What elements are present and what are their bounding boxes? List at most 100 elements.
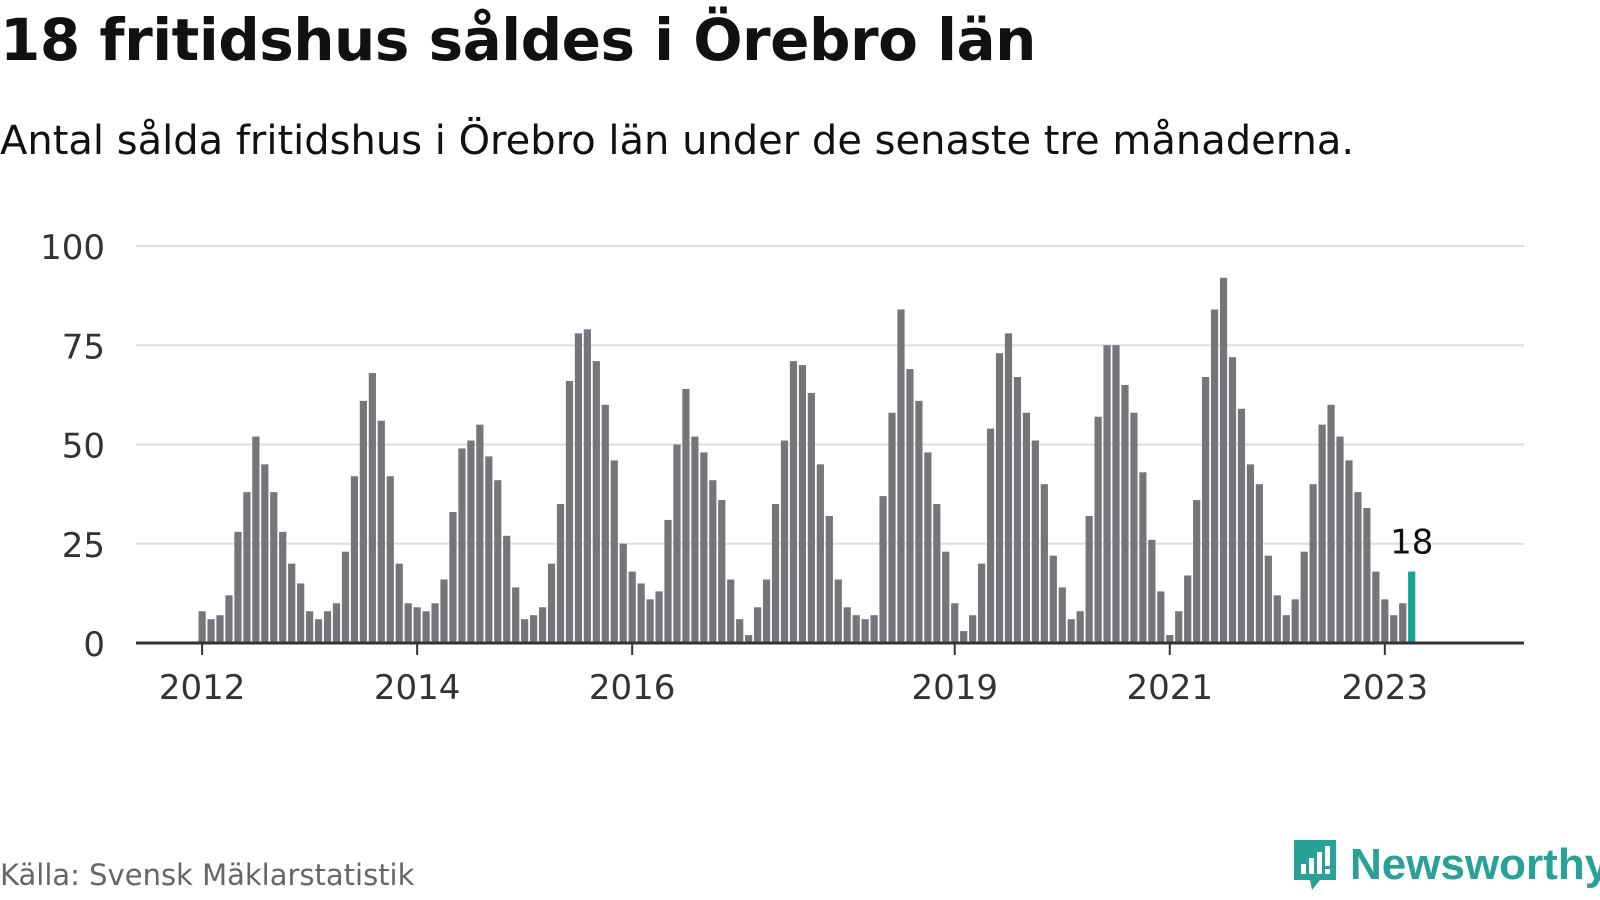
bar <box>1202 377 1210 643</box>
bar <box>924 452 932 643</box>
x-tick-label: 2012 <box>159 668 246 708</box>
bar <box>512 587 520 643</box>
bar <box>1022 412 1031 643</box>
bar <box>1130 412 1138 643</box>
x-tick-label: 2019 <box>911 668 998 708</box>
bar <box>870 615 878 643</box>
bar <box>216 615 224 643</box>
bar <box>297 583 305 643</box>
bar <box>440 579 448 643</box>
bar <box>592 361 600 643</box>
bar <box>960 631 968 643</box>
bar <box>745 635 753 643</box>
bar <box>1237 408 1246 643</box>
bar <box>780 440 789 643</box>
bar-chart: 0 25 50 75 100 2012 2014 2016 2019 2021 2023 18 <box>40 228 1524 708</box>
bar <box>1255 484 1263 643</box>
y-tick-label: 50 <box>62 427 105 467</box>
bar <box>503 535 511 643</box>
bar <box>691 436 699 643</box>
bar <box>368 373 376 643</box>
bar <box>1076 611 1084 643</box>
bar <box>1300 551 1308 643</box>
bar <box>1157 591 1165 643</box>
bar <box>261 464 269 643</box>
bar <box>664 519 672 643</box>
bar <box>270 492 278 643</box>
bar <box>1112 345 1120 643</box>
bar <box>1363 508 1371 643</box>
bar <box>1121 384 1129 643</box>
bar <box>485 456 493 643</box>
bar <box>951 603 959 643</box>
bar <box>1345 460 1353 643</box>
bar <box>1067 619 1075 643</box>
bar <box>986 428 995 643</box>
bar <box>727 579 735 643</box>
bar <box>1336 436 1344 643</box>
bar <box>1309 484 1317 643</box>
bar <box>1103 345 1111 643</box>
bar <box>413 607 421 643</box>
bar <box>1291 599 1299 643</box>
bar <box>1273 595 1281 643</box>
x-tick-label: 2021 <box>1127 668 1214 708</box>
bar <box>556 504 565 643</box>
bar <box>422 611 430 643</box>
bar <box>709 480 717 643</box>
bar <box>341 551 350 643</box>
bar <box>288 563 296 643</box>
bar <box>314 619 323 643</box>
bar <box>852 615 860 643</box>
bar <box>1327 404 1335 643</box>
bar <box>798 365 807 643</box>
bar <box>843 607 851 643</box>
x-tick-label: 2016 <box>589 668 676 708</box>
bar <box>225 595 233 643</box>
bar <box>1219 277 1228 643</box>
bar <box>906 369 914 643</box>
bar <box>323 611 332 643</box>
bar <box>198 611 206 643</box>
bar <box>771 504 780 643</box>
bar <box>243 492 251 643</box>
brand-name: Newsworthy <box>1350 840 1600 889</box>
bar <box>1184 575 1192 643</box>
bar <box>933 504 941 643</box>
bar <box>494 480 502 643</box>
chart-title: 18 fritidshus såldes i Örebro län <box>0 6 1036 74</box>
y-tick-label: 25 <box>62 526 105 566</box>
bar <box>449 511 457 643</box>
bar <box>619 543 627 643</box>
bar <box>673 444 681 643</box>
bar <box>1390 615 1398 643</box>
bar <box>1094 416 1102 643</box>
highlight-value-label: 18 <box>1390 523 1433 563</box>
y-tick-label: 100 <box>40 228 105 268</box>
bar <box>530 615 538 643</box>
bar <box>682 388 690 643</box>
bar <box>1031 440 1039 643</box>
bar <box>386 476 394 643</box>
bar <box>942 551 950 643</box>
bar <box>1246 464 1255 643</box>
bar <box>610 460 618 643</box>
bar <box>234 531 242 643</box>
labels: 0 25 50 75 100 2012 2014 2016 2019 2021 2023 18 <box>40 228 1433 708</box>
y-tick-label: 0 <box>83 625 105 665</box>
bar <box>1282 615 1290 643</box>
bar <box>467 440 475 643</box>
bar <box>1085 515 1093 643</box>
bar <box>736 619 744 643</box>
bar <box>754 607 762 643</box>
bar <box>601 404 609 643</box>
bar <box>1264 555 1272 643</box>
bar <box>521 619 529 643</box>
bar <box>915 400 923 643</box>
bar <box>1381 599 1389 643</box>
bar <box>888 412 896 643</box>
bar <box>1148 539 1156 643</box>
bar <box>1372 571 1380 643</box>
bar <box>1175 611 1183 643</box>
bar <box>1004 333 1013 643</box>
